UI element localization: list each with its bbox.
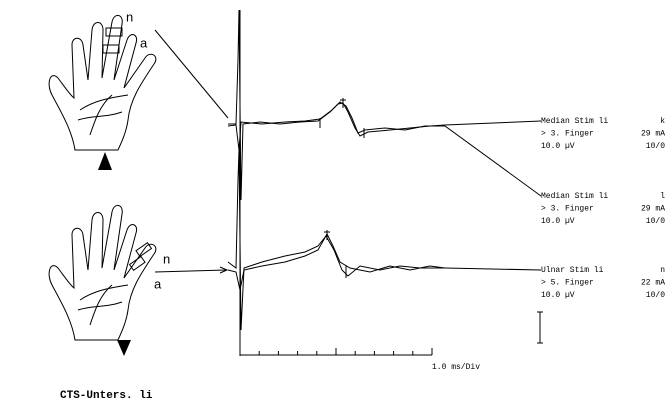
- page: Nerve conduction recording {"traces": [ …: [0, 0, 667, 404]
- calibration-bar: [537, 312, 543, 343]
- label-value: 29 mA: [641, 205, 665, 214]
- label-text: 10.0 µV: [541, 142, 575, 151]
- label-text: > 3. Finger: [541, 205, 594, 214]
- label-value: n: [660, 266, 665, 275]
- label-value: 22 mA: [641, 279, 665, 288]
- hand-label: n: [163, 251, 170, 266]
- connector: [155, 270, 226, 272]
- electrode: [103, 45, 119, 53]
- electrode: [130, 257, 145, 271]
- label-text: Median Stim li: [541, 117, 608, 126]
- label-value: 10/0: [646, 291, 665, 300]
- label-text: Median Stim li: [541, 192, 608, 201]
- connector: [445, 121, 541, 125]
- caption: CTS-Unters. li: [60, 390, 153, 402]
- trace: [228, 102, 445, 150]
- label-text: > 3. Finger: [541, 130, 594, 139]
- time-scale: 1.0 ms/Div: [432, 363, 480, 372]
- label-text: 10.0 µV: [541, 217, 575, 226]
- connector: [445, 268, 541, 270]
- label-text: Ulnar Stim li: [541, 266, 604, 275]
- trace-labels: Median Stim li k > 3. Finger 29 mA 10.0 µV 10…: [541, 117, 665, 300]
- palm-lines: [78, 95, 128, 135]
- palm-lines: [78, 285, 128, 325]
- body: n a n a 1.0 ms/Div Median Stim li k > 3. F…: [0, 0, 667, 404]
- hand-outline: [49, 205, 156, 340]
- stim-arrow: [117, 340, 131, 356]
- label-value: l: [660, 192, 665, 201]
- connector: [445, 126, 541, 196]
- label-value: k: [660, 117, 665, 126]
- connector: [155, 30, 228, 118]
- figure: n a n a 1.0 ms/Div Median Stim li k > 3. F…: [0, 0, 667, 404]
- hand-label: a: [154, 276, 162, 291]
- electrode: [106, 28, 122, 36]
- stim-arrow: [98, 152, 112, 170]
- hand-label: a: [140, 35, 148, 50]
- trace: [228, 150, 445, 330]
- marker: [320, 98, 364, 278]
- label-value: 29 mA: [641, 130, 665, 139]
- label-text: 10.0 µV: [541, 291, 575, 300]
- label-value: 10/0: [646, 217, 665, 226]
- label-text: > 5. Finger: [541, 279, 594, 288]
- hand-label: n: [126, 9, 133, 24]
- label-value: 10/0: [646, 142, 665, 151]
- time-ticks: [259, 348, 432, 355]
